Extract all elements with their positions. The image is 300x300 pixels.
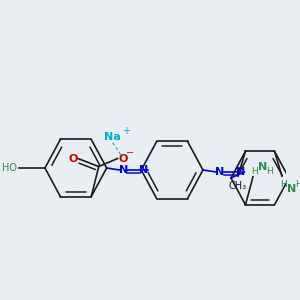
Text: N: N: [140, 165, 149, 175]
Text: N: N: [119, 165, 128, 175]
Text: N: N: [236, 167, 245, 177]
Text: Na: Na: [104, 132, 121, 142]
Text: HO: HO: [2, 163, 17, 173]
Text: −: −: [126, 148, 135, 158]
Text: N: N: [287, 184, 296, 194]
Text: H: H: [266, 167, 273, 176]
Text: N: N: [258, 162, 267, 172]
Text: N: N: [215, 167, 224, 177]
Text: O: O: [118, 154, 128, 164]
Text: +: +: [122, 126, 130, 136]
Text: CH₃: CH₃: [229, 181, 247, 191]
Text: O: O: [69, 154, 78, 164]
Text: H: H: [251, 167, 258, 176]
Text: H: H: [296, 180, 300, 189]
Text: H: H: [280, 180, 287, 189]
